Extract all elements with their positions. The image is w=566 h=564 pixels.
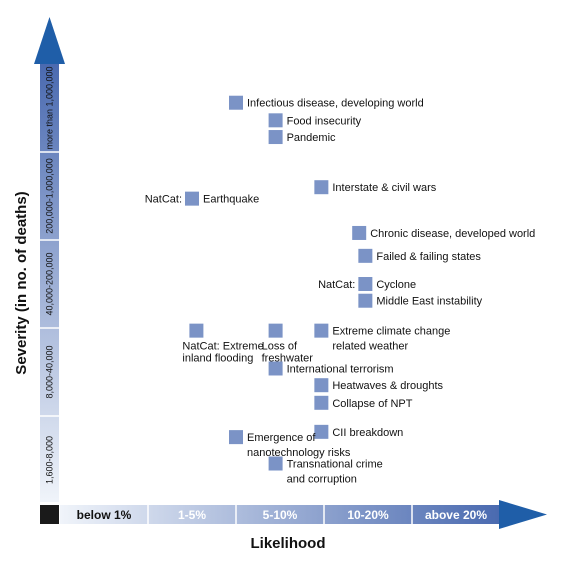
point-marker <box>314 395 329 410</box>
point-marker <box>314 180 329 195</box>
point-marker <box>358 293 373 308</box>
point-marker <box>268 130 283 145</box>
y-tick-label: 8,000-40,000 <box>45 345 55 398</box>
point-marker <box>358 277 373 291</box>
point-label: Extreme climate change <box>332 326 450 338</box>
x-axis-arrow <box>499 500 547 529</box>
point-marker <box>229 95 243 110</box>
point-label-prefix: NatCat: <box>318 279 355 291</box>
point-label: and corruption <box>287 474 357 486</box>
point-label: Heatwaves & droughts <box>332 380 443 392</box>
risk-point: Failed & failing states <box>358 248 481 263</box>
risk-point: Extreme climate change related weather <box>314 323 450 353</box>
point-label: Cyclone <box>376 279 416 291</box>
risk-point: NatCat: Earthquake <box>145 191 259 206</box>
risk-point: NatCat: Cyclone <box>318 277 416 291</box>
point-marker <box>358 248 373 263</box>
point-label: Interstate & civil wars <box>332 182 436 194</box>
point-label: International terrorism <box>287 363 394 375</box>
y-axis-title: Severity (in no. of deaths) <box>13 191 30 374</box>
point-marker <box>314 424 329 439</box>
y-tick-label: 40,000-200,000 <box>45 252 55 315</box>
x-axis-bar <box>60 505 499 524</box>
point-label-prefix: NatCat: <box>145 194 182 206</box>
x-tick-label: 1-5% <box>178 508 206 522</box>
x-axis-title: Likelihood <box>251 535 326 552</box>
point-label: NatCat: Extreme <box>182 341 263 353</box>
point-label: Middle East instability <box>376 296 482 308</box>
point-marker <box>185 191 199 206</box>
y-tick-label: 200,000-1,000,000 <box>45 158 55 234</box>
risk-point: Heatwaves & droughts <box>314 378 444 393</box>
point-label: related weather <box>332 341 408 353</box>
point-label: CII breakdown <box>332 427 403 439</box>
point-label: nanotechnology risks <box>247 447 351 459</box>
point-marker <box>268 323 283 338</box>
point-label: Infectious disease, developing world <box>247 98 424 110</box>
x-tick-label: below 1% <box>77 508 132 522</box>
risk-point: Infectious disease, developing world <box>229 95 424 110</box>
y-tick-label: more than 1,000,000 <box>45 66 55 149</box>
point-marker <box>268 456 283 471</box>
risk-point: Collapse of NPT <box>314 395 413 410</box>
risk-point: CII breakdown <box>314 424 403 439</box>
y-axis-bar <box>40 64 59 502</box>
point-marker <box>189 323 204 338</box>
point-marker <box>352 225 367 240</box>
risk-point: Middle East instability <box>358 293 483 308</box>
x-tick-label: 10-20% <box>347 508 389 522</box>
point-label: Pandemic <box>287 132 336 144</box>
point-marker <box>268 113 283 128</box>
point-label: Emergence of <box>247 432 316 444</box>
point-label: inland flooding <box>182 353 253 365</box>
point-label: Transnational crime <box>287 459 383 471</box>
point-marker <box>314 323 329 338</box>
point-label: Loss of <box>262 341 298 353</box>
y-axis-arrow <box>34 17 65 64</box>
risk-point: Food insecurity <box>268 113 362 128</box>
x-tick-label: 5-10% <box>263 508 298 522</box>
risk-point: International terrorism <box>268 361 394 376</box>
point-marker <box>268 361 283 376</box>
point-label: Failed & failing states <box>376 251 481 263</box>
risk-point: Interstate & civil wars <box>314 180 437 195</box>
point-label: Collapse of NPT <box>332 398 412 410</box>
point-label: Chronic disease, developed world <box>370 228 535 240</box>
point-label: Earthquake <box>203 194 259 206</box>
risk-point: Transnational crime and corruption <box>268 456 383 486</box>
axis-corner <box>40 505 59 524</box>
y-tick-label: 1,600-8,000 <box>45 436 55 484</box>
x-tick-label: above 20% <box>425 508 487 522</box>
point-marker <box>314 378 329 393</box>
point-label: Food insecurity <box>287 115 362 127</box>
point-marker <box>229 430 243 445</box>
risk-point: Chronic disease, developed world <box>352 225 535 240</box>
risk-point: Emergence of nanotechnology risks <box>229 430 351 459</box>
risk-point: Pandemic <box>268 130 336 145</box>
